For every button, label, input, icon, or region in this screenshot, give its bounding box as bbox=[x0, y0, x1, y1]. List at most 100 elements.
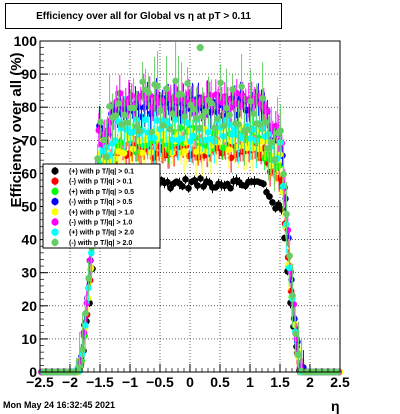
legend-label: (+) with p T/|q| > 1.0 bbox=[69, 209, 134, 216]
data-point bbox=[247, 97, 254, 105]
data-point bbox=[104, 127, 112, 134]
x-tick-label: 2 bbox=[306, 374, 314, 390]
data-point bbox=[208, 99, 215, 107]
legend-entry: (+) with p T/|q| > 1.0 bbox=[51, 207, 134, 216]
data-point bbox=[76, 363, 83, 371]
data-point bbox=[259, 95, 266, 102]
axes: −2.5 −2 −1.5 −1 −0.5 0 0.5 1 1.5 2 2.5 0 10 20 30 40 50 6… bbox=[14, 33, 350, 390]
data-point bbox=[169, 136, 176, 143]
x-tick-label: 1.5 bbox=[270, 374, 290, 390]
data-point bbox=[142, 116, 149, 124]
data-point bbox=[191, 177, 198, 184]
legend-label: (+) with p T/|q| > 0.5 bbox=[69, 189, 134, 196]
data-point bbox=[178, 135, 185, 142]
data-point bbox=[116, 90, 124, 97]
data-point bbox=[277, 127, 284, 135]
data-point bbox=[180, 147, 188, 155]
data-point bbox=[269, 199, 276, 206]
data-point bbox=[184, 119, 191, 127]
legend-marker bbox=[51, 187, 59, 195]
legend-label: (-) with p T/|q| > 0.5 bbox=[69, 199, 132, 206]
data-point bbox=[172, 77, 179, 85]
data-point bbox=[149, 103, 157, 111]
data-point bbox=[184, 80, 191, 87]
data-point bbox=[229, 86, 236, 93]
legend-label: (-) with p T/|q| > 2.0 bbox=[69, 240, 132, 247]
data-point bbox=[218, 98, 226, 106]
chart-title: Efficiency over all for Global vs η at p… bbox=[5, 3, 282, 29]
data-point bbox=[115, 100, 122, 107]
legend-label: (+) with p T/|q| > 0.1 bbox=[69, 169, 134, 176]
data-point bbox=[179, 182, 186, 190]
data-point bbox=[202, 108, 209, 115]
y-tick-label: 20 bbox=[21, 298, 37, 314]
data-point bbox=[256, 121, 263, 129]
data-point bbox=[271, 156, 278, 163]
data-point bbox=[227, 184, 234, 192]
data-point bbox=[289, 292, 296, 300]
data-point bbox=[190, 132, 197, 140]
data-point bbox=[266, 168, 274, 176]
data-point bbox=[262, 118, 269, 126]
y-tick-label: 50 bbox=[21, 199, 37, 215]
data-point bbox=[235, 120, 242, 128]
legend-entry: (-) with p T/|q| > 0.1 bbox=[51, 177, 132, 186]
data-point bbox=[164, 178, 171, 186]
data-point bbox=[205, 128, 212, 136]
data-point bbox=[244, 126, 251, 134]
data-point bbox=[133, 122, 140, 130]
y-tick-label: 10 bbox=[21, 331, 37, 347]
data-point bbox=[230, 99, 238, 107]
data-point bbox=[100, 136, 107, 144]
data-point bbox=[178, 90, 185, 98]
data-point bbox=[260, 180, 267, 188]
x-tick-label: −0.5 bbox=[146, 374, 174, 390]
data-point bbox=[130, 104, 137, 112]
legend-box bbox=[42, 163, 161, 249]
data-point bbox=[263, 108, 271, 115]
data-point bbox=[103, 153, 110, 161]
data-point bbox=[145, 89, 152, 96]
data-point bbox=[185, 90, 193, 98]
data-point bbox=[95, 127, 103, 134]
data-point bbox=[83, 300, 91, 307]
data-point bbox=[280, 170, 287, 178]
data-point bbox=[154, 82, 161, 90]
legend-marker bbox=[51, 208, 59, 216]
data-point bbox=[80, 329, 88, 336]
data-point bbox=[138, 149, 146, 157]
data-point bbox=[79, 346, 86, 353]
data-point bbox=[187, 137, 194, 145]
y-tick-label: 90 bbox=[21, 66, 37, 82]
data-point bbox=[200, 183, 207, 190]
data-point bbox=[112, 112, 119, 119]
data-point bbox=[124, 119, 131, 126]
data-point bbox=[112, 137, 119, 144]
legend-entry: (+) with p T/|q| > 0.5 bbox=[51, 187, 134, 196]
legend-label: (-) with p T/|q| > 0.1 bbox=[69, 179, 132, 186]
data-point bbox=[158, 97, 166, 104]
data-point bbox=[223, 104, 230, 112]
legend-entry: (+) with p T/|q| > 2.0 bbox=[51, 228, 134, 237]
data-point bbox=[106, 103, 113, 110]
data-point bbox=[236, 102, 244, 109]
data-point bbox=[284, 226, 292, 234]
data-point bbox=[214, 115, 221, 122]
x-tick-label: 1 bbox=[246, 374, 254, 390]
data-point bbox=[82, 310, 89, 317]
y-tick-label: 100 bbox=[14, 33, 38, 49]
data-point bbox=[238, 83, 245, 90]
data-point bbox=[181, 113, 188, 120]
x-tick-label: 0.5 bbox=[210, 374, 230, 390]
legend-entry: (-) with p T/|q| > 1.0 bbox=[51, 218, 132, 227]
data-point bbox=[283, 210, 290, 218]
data-point bbox=[190, 106, 197, 113]
y-tick-label: 30 bbox=[21, 265, 37, 281]
x-tick-label: −2 bbox=[62, 374, 78, 390]
data-point bbox=[182, 175, 189, 183]
y-tick-label: 70 bbox=[21, 132, 37, 148]
data-point bbox=[229, 131, 236, 138]
legend-label: (-) with p T/|q| > 1.0 bbox=[69, 220, 132, 227]
data-point bbox=[258, 138, 266, 145]
x-tick-label: −2.5 bbox=[26, 374, 54, 390]
